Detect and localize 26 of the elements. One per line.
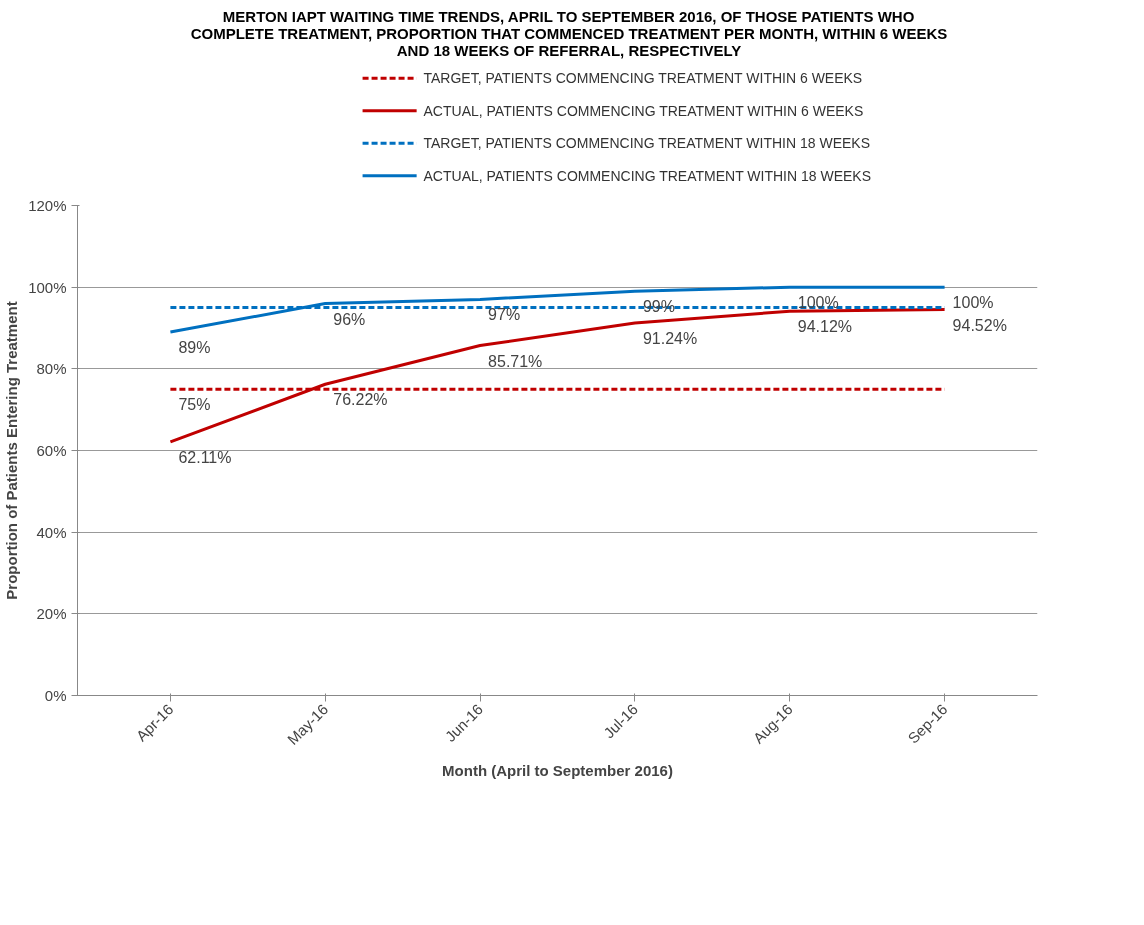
- data-label: 76.22%: [333, 391, 388, 409]
- x-axis-title: Month (April to September 2016): [442, 761, 673, 779]
- legend-label: TARGET, PATIENTS COMMENCING TREATMENT WITHIN 6 WEEKS: [423, 70, 863, 87]
- data-label: 94.12%: [797, 318, 853, 336]
- data-label: 89%: [178, 339, 211, 357]
- data-label: 85.71%: [488, 352, 543, 370]
- data-label: 96%: [333, 310, 366, 328]
- y-tick-label: 60%: [36, 442, 67, 459]
- chart-title: MERTON IAPT WAITING TIME TRENDS, APRIL TO SEPTEMBER 2016, OF THOSE PATIENTS WHO COMPLETE TREATMENT, PROPORTION THAT COMMENCED TREATMENT PER MONTH, WITHIN 6 WEEKS AND 18 WEEKS OF REFERRAL, RESPECTIVELY: [190, 7, 948, 59]
- y-tick-label: 120%: [28, 197, 67, 214]
- legend-label: ACTUAL, PATIENTS COMMENCING TREATMENT WITHIN 6 WEEKS: [423, 102, 864, 119]
- y-tick-label: 20%: [36, 605, 67, 623]
- data-label: 100%: [952, 294, 994, 312]
- data-label: 62.11%: [178, 448, 232, 466]
- legend-label: TARGET, PATIENTS COMMENCING TREATMENT WITHIN 18 WEEKS: [423, 135, 870, 152]
- y-axis-title: Proportion of Patients Entering Treatment: [3, 301, 21, 600]
- legend-label: ACTUAL, PATIENTS COMMENCING TREATMENT WITHIN 18 WEEKS: [423, 167, 872, 184]
- y-tick-label: 100%: [28, 278, 67, 296]
- data-label: 94.52%: [952, 316, 1007, 334]
- line-series: [168, 285, 947, 334]
- data-label: 75%: [178, 396, 211, 414]
- data-label: 97%: [488, 306, 521, 324]
- data-label: 91.24%: [642, 329, 698, 347]
- y-tick-label: 0%: [44, 687, 67, 704]
- y-tick-label: 40%: [36, 523, 67, 541]
- y-tick-label: 80%: [36, 360, 67, 378]
